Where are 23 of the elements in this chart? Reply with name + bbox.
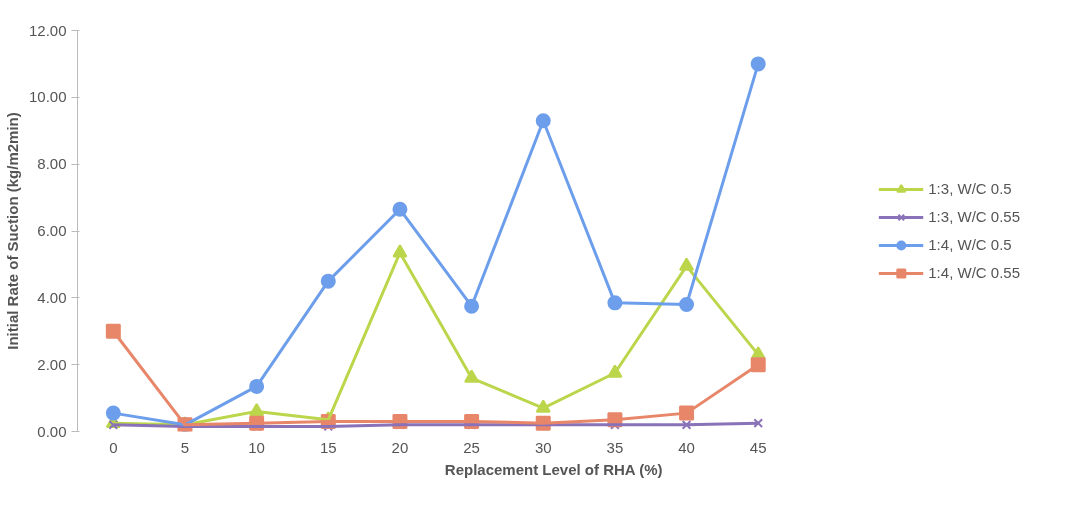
y-tick-label: 12.00 — [28, 21, 67, 39]
y-tick-label: 8.00 — [37, 155, 67, 173]
x-tick-label: 30 — [534, 438, 552, 456]
x-tick-label: 10 — [248, 438, 265, 456]
legend-label: 1:4, W/C 0.55 — [928, 264, 1020, 281]
legend-label: 1:3, W/C 0.55 — [928, 208, 1020, 225]
x-axis-title: Replacement Level of RHA (%) — [444, 460, 663, 478]
x-tick-label: 0 — [109, 438, 118, 456]
y-tick-label: 10.00 — [28, 88, 67, 106]
x-tick-label: 35 — [606, 438, 624, 456]
y-tick-label: 4.00 — [37, 288, 67, 306]
x-tick-label: 20 — [391, 438, 409, 456]
x-tick-label: 5 — [180, 438, 190, 456]
legend-label: 1:3, W/C 0.5 — [928, 180, 1012, 197]
x-tick-label: 40 — [678, 438, 695, 456]
x-tick-label: 25 — [463, 438, 480, 456]
y-axis-title: Initial Rate of Suction (kg/m2min) — [3, 112, 21, 350]
y-tick-label: 0.00 — [37, 422, 67, 440]
legend-label: 1:4, W/C 0.5 — [928, 236, 1012, 253]
y-tick-label: 2.00 — [37, 355, 67, 373]
y-tick-label: 6.00 — [37, 222, 67, 239]
x-tick-label: 45 — [749, 438, 767, 456]
x-tick-label: 15 — [319, 438, 337, 456]
